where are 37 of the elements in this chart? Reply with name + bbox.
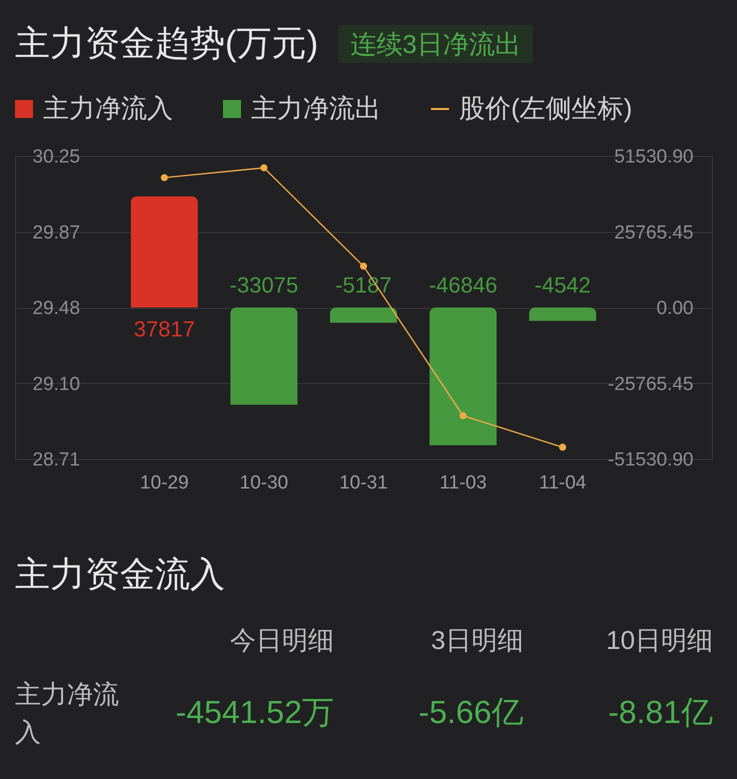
text: -8.81亿 [608,693,713,732]
point [160,174,168,182]
x-tick-label: 10-31 [339,472,388,494]
chart-title: 主力资金趋势(万元) [15,24,318,64]
y2-tick-label: -51530.90 [608,450,694,470]
point [260,164,268,172]
text: 主力净流入 [15,678,120,749]
text: 10日明细 [606,624,713,656]
text: -5.66亿 [418,693,524,732]
y-tick-label: 29.48 [32,298,80,319]
legend-label: 股价(左侧坐标) [459,93,632,123]
y-tick-label: 30.25 [32,146,80,168]
y-tick-label: 29.10 [32,374,80,395]
data-label: -33075 [230,272,298,298]
y-tick-label: 28.71 [32,450,80,470]
y2-tick-label: 25765.45 [614,222,694,244]
x-tick-label: 10-29 [140,472,189,494]
y2-tick-label: 0.00 [656,298,694,319]
legend-label: 主力净流入 [43,93,173,123]
y2-tick-label: 51530.90 [614,146,694,168]
data-label: -46846 [428,272,498,298]
x-tick-label: 11-03 [439,472,487,494]
point [559,444,566,451]
data-label: 37817 [134,316,195,342]
y-tick-label: 29.87 [32,222,80,244]
x-tick-label: 11-04 [539,472,587,494]
x-tick-label: 10-30 [240,472,288,494]
legend-label: 主力净流出 [251,93,381,123]
text: -4541.52万 [176,693,334,732]
text: 今日明细 [230,624,334,656]
point [360,262,368,270]
text: 主力资金流入 [15,555,225,595]
chart-subtitle: 连续3日净流出 [338,25,533,63]
text: 3日明细 [431,624,524,656]
y2-tick-label: -25765.45 [608,374,694,395]
data-label: -4542 [534,272,591,298]
point [460,412,467,420]
